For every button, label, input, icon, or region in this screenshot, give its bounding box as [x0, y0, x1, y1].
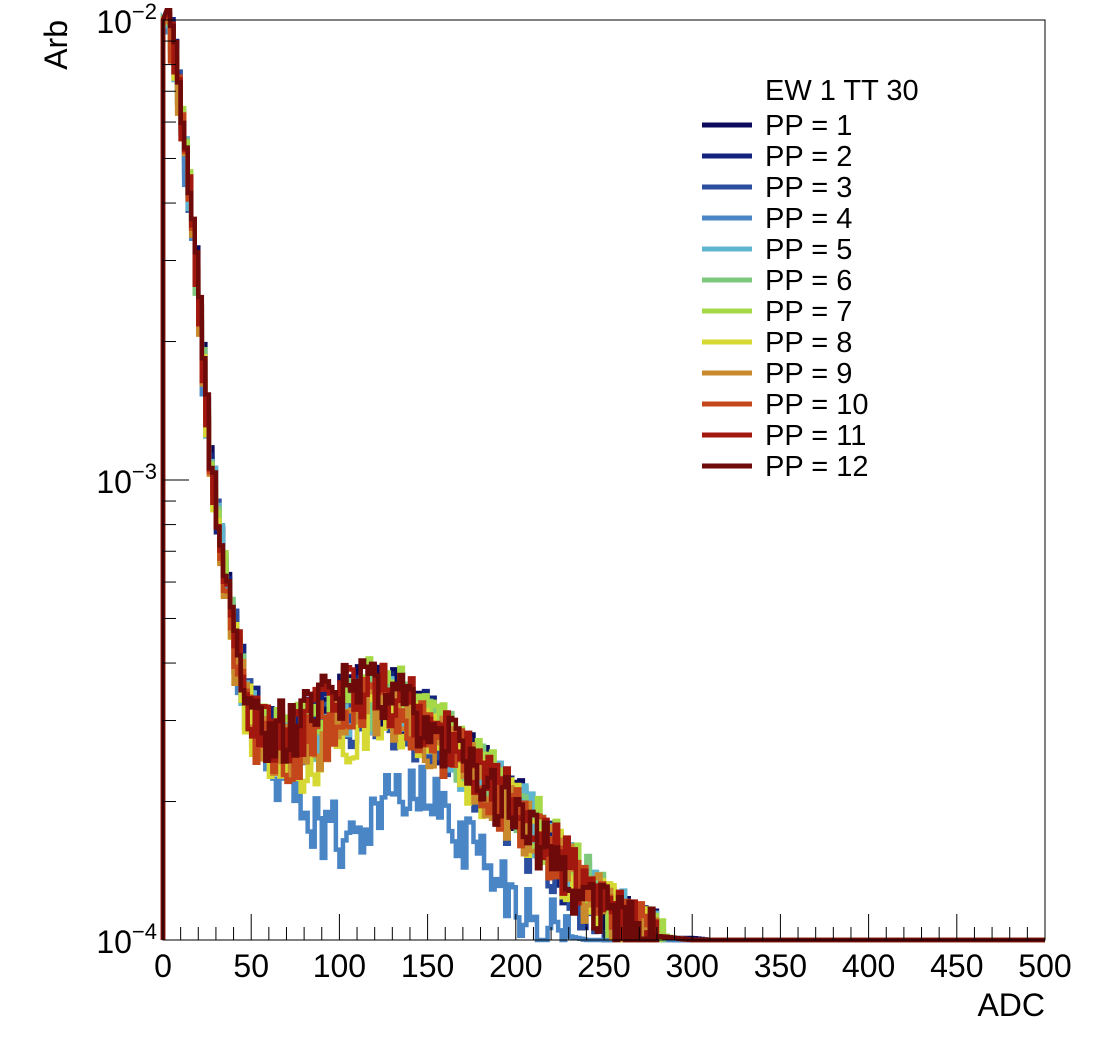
- legend-label-pp-12: PP = 12: [765, 451, 868, 483]
- legend-label-pp-1: PP = 1: [765, 110, 852, 142]
- legend-label-pp-3: PP = 3: [765, 172, 852, 204]
- legend-label-pp-10: PP = 10: [765, 389, 868, 421]
- legend-label-pp-6: PP = 6: [765, 265, 852, 297]
- y-tick-label: 10−2: [96, 0, 157, 40]
- x-tick-label: 250: [577, 948, 630, 984]
- y-tick-label: 10−4: [96, 919, 157, 960]
- legend-label-pp-4: PP = 4: [765, 203, 852, 235]
- legend-label-pp-9: PP = 9: [765, 358, 852, 390]
- x-tick-label: 0: [154, 948, 172, 984]
- x-axis-title: ADC: [977, 987, 1045, 1023]
- x-tick-label: 350: [754, 948, 807, 984]
- legend-label-pp-8: PP = 8: [765, 327, 852, 359]
- x-tick-label: 50: [233, 948, 269, 984]
- x-tick-label: 450: [930, 948, 983, 984]
- legend-label-pp-5: PP = 5: [765, 234, 852, 266]
- y-tick-label: 10−3: [96, 459, 157, 500]
- x-tick-label: 150: [401, 948, 454, 984]
- x-tick-label: 100: [313, 948, 366, 984]
- x-tick-label: 300: [666, 948, 719, 984]
- legend-header: EW 1 TT 30: [765, 75, 919, 107]
- y-axis-title: Arb: [38, 20, 74, 70]
- ticks-layer: [162, 40, 1046, 941]
- legend-label-pp-2: PP = 2: [765, 141, 852, 173]
- x-tick-label: 500: [1018, 948, 1071, 984]
- x-tick-label: 200: [489, 948, 542, 984]
- x-tick-label: 400: [842, 948, 895, 984]
- legend-label-pp-11: PP = 11: [765, 420, 866, 452]
- labels-layer: 0 50 100 150 200 250 300 350 400 450 500 10−4 10−3 10…: [38, 0, 1072, 1023]
- legend-label-pp-7: PP = 7: [765, 296, 852, 328]
